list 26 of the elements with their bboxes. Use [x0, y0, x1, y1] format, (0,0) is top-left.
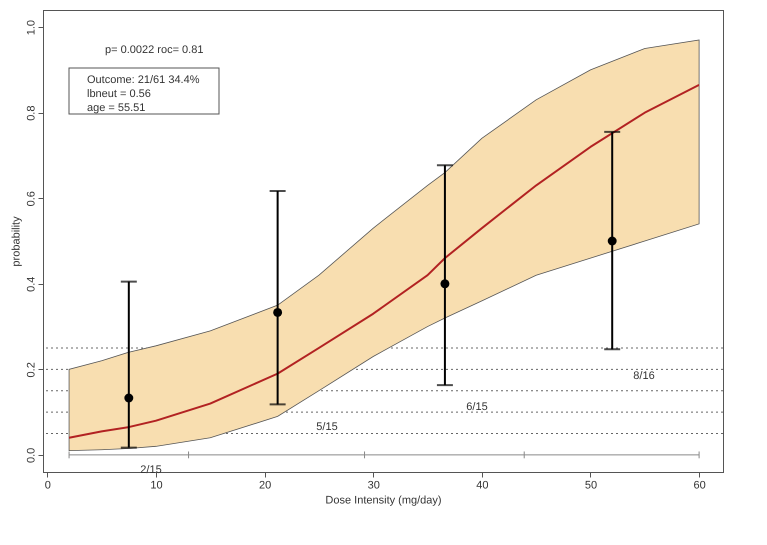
- annotation: Outcome: 21/61 34.4%: [87, 74, 200, 86]
- x-tick-label: 50: [584, 480, 598, 492]
- x-tick-label: 10: [150, 480, 163, 492]
- y-tick-label: 0.4: [26, 276, 38, 292]
- y-tick-label: 1.0: [26, 20, 38, 36]
- annotation: 8/16: [633, 370, 655, 382]
- annotation: lbneut = 0.56: [87, 88, 151, 100]
- x-tick-label: 40: [476, 480, 488, 492]
- annotation: p= 0.0022 roc= 0.81: [105, 44, 204, 56]
- annotation: age = 55.51: [87, 102, 146, 114]
- y-axis-title: probability: [10, 216, 22, 267]
- x-tick-label: 0: [44, 480, 51, 492]
- x-tick-label: 20: [258, 480, 272, 492]
- x-tick-label: 60: [693, 480, 706, 492]
- point: [124, 394, 134, 402]
- point: [608, 236, 617, 246]
- y-tick-label: 0.6: [26, 191, 38, 206]
- annotation: 6/15: [466, 401, 488, 413]
- y-tick-label: 0.0: [26, 448, 38, 464]
- point: [273, 308, 282, 317]
- point: [440, 279, 450, 288]
- annotation: 5/15: [316, 421, 338, 433]
- x-tick-label: 30: [368, 480, 380, 492]
- x-axis-title: Dose Intensity (mg/day): [325, 494, 442, 506]
- y-tick-label: 0.2: [26, 362, 38, 378]
- y-tick-label: 0.8: [26, 106, 38, 121]
